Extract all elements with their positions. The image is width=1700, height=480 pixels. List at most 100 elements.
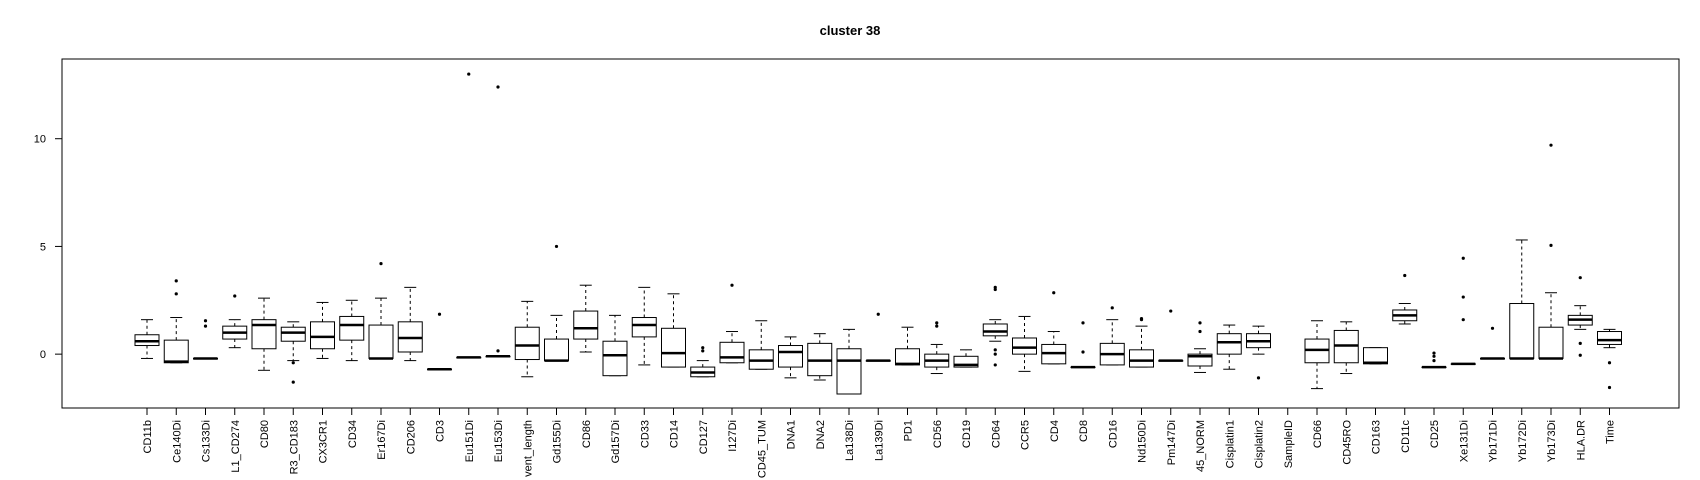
- x-tick-label: R3_CD183: [288, 420, 300, 474]
- x-tick-label: Er167Di: [376, 420, 388, 460]
- x-tick-label: Xe131Di: [1458, 420, 1470, 462]
- x-tick-label: CD86: [581, 420, 593, 448]
- x-tick-label: CD16: [1107, 420, 1119, 448]
- outlier-point: [935, 324, 939, 328]
- x-tick-label: vent_length: [522, 420, 534, 477]
- box-iqr: [514, 326, 540, 361]
- box-Gd155Di: [544, 244, 569, 362]
- outlier-point: [1139, 316, 1144, 321]
- outlier-point: [203, 324, 208, 328]
- y-tick-label: 5: [40, 241, 46, 253]
- x-tick-label: CX3CR1: [318, 420, 330, 463]
- box-CX3CR1: [310, 301, 335, 359]
- outlier-point: [1432, 354, 1436, 358]
- box-CD66: [1304, 320, 1330, 390]
- outlier-point: [174, 279, 178, 283]
- box-iqr: [280, 326, 306, 342]
- x-axis: CD11b Ce140Di Cs133Di L1_CD274 CD80 R3_CD183 C…: [142, 408, 1617, 478]
- box-CD163: [1363, 347, 1388, 365]
- x-tick-label: SampleID: [1283, 420, 1295, 468]
- box-Eu153Di: [485, 85, 511, 358]
- y-axis: 0 5 10: [34, 134, 62, 361]
- box-CD14: [661, 293, 686, 368]
- x-tick-label: CD56: [932, 420, 944, 448]
- outlier-point: [701, 349, 705, 353]
- x-tick-label: CD14: [669, 420, 681, 448]
- box-PD1: [895, 326, 920, 366]
- x-tick-label: 45_NORM: [1195, 420, 1207, 472]
- box-iqr: [1597, 331, 1622, 345]
- x-tick-label: Time: [1605, 420, 1617, 444]
- x-tick-label: CD25: [1429, 420, 1441, 448]
- outlier-point: [496, 349, 500, 353]
- outlier-point: [1052, 291, 1056, 295]
- outlier-point: [291, 361, 295, 365]
- box-CD86: [573, 284, 599, 353]
- box-iqr: [895, 348, 920, 366]
- chart-title: cluster 38: [820, 23, 881, 38]
- outlier-point: [1432, 359, 1436, 363]
- outlier-point: [203, 319, 208, 323]
- outlier-point: [935, 321, 939, 325]
- box-iqr: [631, 317, 657, 338]
- box-CCR5: [1012, 315, 1037, 372]
- box-CD45RO: [1333, 321, 1359, 375]
- x-tick-label: L1_CD274: [230, 420, 242, 473]
- box-CD34: [339, 299, 365, 362]
- x-tick-label: CD45_TUM: [756, 420, 768, 478]
- x-tick-label: DNA2: [815, 420, 827, 449]
- box-Yb171Di: [1480, 326, 1505, 360]
- outlier-point: [1549, 143, 1553, 147]
- x-tick-label: Gd157Di: [610, 420, 622, 463]
- x-tick-label: Eu151Di: [464, 420, 476, 462]
- box-iqr: [1187, 353, 1213, 367]
- box-Time: [1597, 328, 1622, 390]
- box-iqr: [1129, 349, 1154, 368]
- box-series: [134, 72, 1622, 395]
- box-DNA1: [778, 336, 803, 379]
- x-tick-label: Cisplatin2: [1254, 420, 1266, 468]
- outlier-point: [1256, 376, 1261, 380]
- box-CD25: [1421, 351, 1447, 369]
- box-iqr: [339, 315, 365, 341]
- x-tick-label: HLA.DR: [1575, 420, 1587, 460]
- box-iqr: [1363, 347, 1388, 365]
- box-iqr: [778, 345, 803, 368]
- outlier-point: [1403, 273, 1407, 278]
- y-tick-label: 0: [40, 349, 46, 361]
- outlier-point: [993, 348, 997, 352]
- x-tick-label: CD11c: [1400, 420, 1412, 453]
- outlier-point: [554, 244, 559, 249]
- box-iqr: [310, 321, 335, 350]
- box-DNA2: [807, 333, 833, 381]
- box-iqr: [573, 310, 599, 340]
- outlier-point: [1578, 276, 1582, 280]
- box-CD127: [690, 346, 716, 378]
- outlier-point: [1607, 385, 1612, 390]
- outlier-point: [993, 363, 997, 367]
- box-iqr: [982, 323, 1008, 337]
- x-tick-label: CD64: [990, 420, 1002, 448]
- box-Xe131Di: [1450, 256, 1476, 366]
- x-tick-label: CD45RO: [1341, 420, 1353, 465]
- box-iqr: [544, 338, 569, 362]
- x-tick-label: CD19: [961, 420, 973, 448]
- box-CD8: [1070, 321, 1096, 369]
- x-tick-label: Ce140Di: [171, 420, 183, 463]
- x-tick-label: Gd155Di: [552, 420, 564, 463]
- outlier-point: [993, 352, 997, 356]
- x-tick-label: CD127: [698, 420, 710, 454]
- x-tick-label: CD66: [1312, 420, 1324, 448]
- box-CD11c: [1392, 273, 1418, 325]
- box-iqr: [836, 348, 862, 395]
- outlier-point: [1081, 350, 1085, 354]
- x-tick-label: Pm147Di: [1166, 420, 1178, 465]
- outlier-point: [1578, 341, 1582, 345]
- x-tick-label: I127Di: [727, 420, 739, 452]
- box-CD19: [953, 349, 979, 368]
- box-iqr: [953, 355, 979, 368]
- box-iqr: [163, 339, 189, 364]
- x-tick-label: CD206: [405, 420, 417, 454]
- x-tick-label: DNA1: [786, 420, 798, 449]
